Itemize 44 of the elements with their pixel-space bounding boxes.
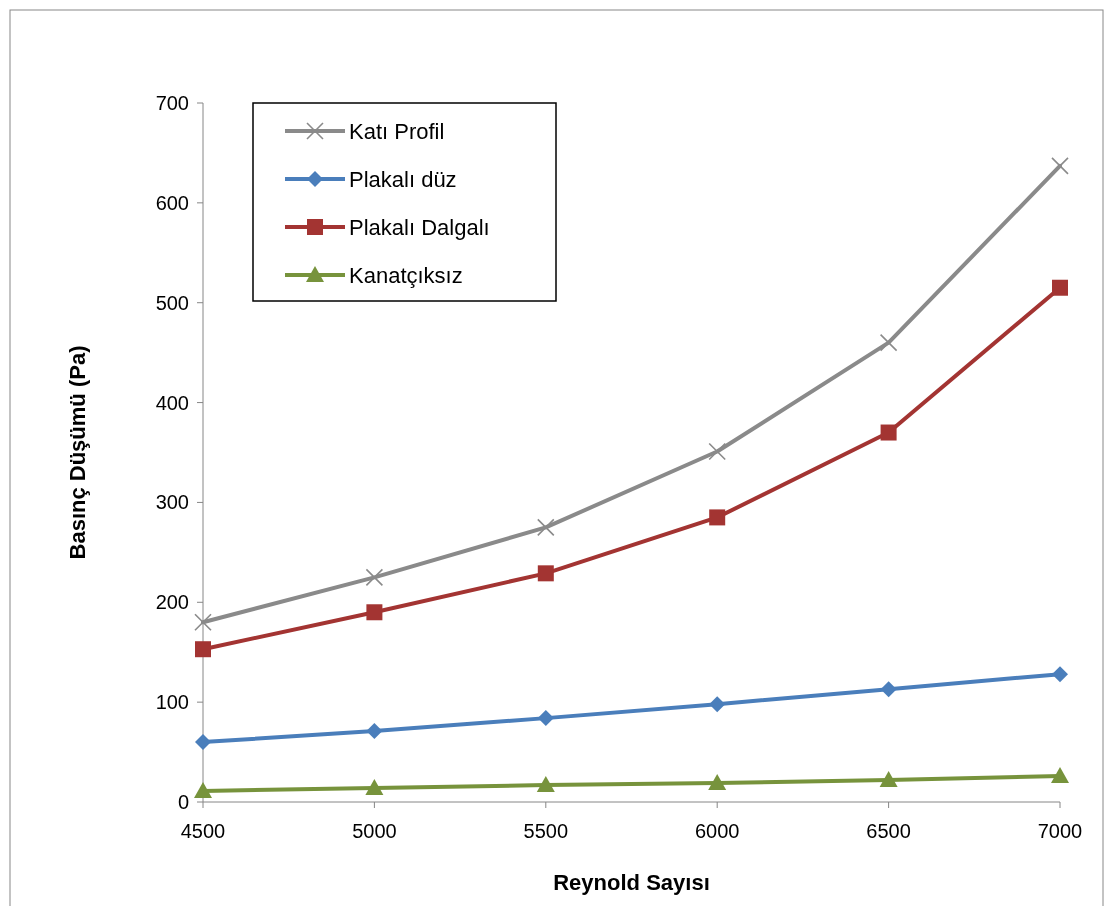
x-tick-label: 4500	[180, 820, 226, 842]
point	[1051, 767, 1069, 784]
point	[366, 723, 383, 740]
y-tick-label: 200	[155, 591, 189, 614]
y-tick-label: 700	[155, 92, 189, 114]
point	[1051, 157, 1069, 175]
legend-label: Plakalı Dalgalı	[349, 214, 490, 240]
y-tick-label: 600	[155, 191, 189, 214]
point	[195, 734, 211, 751]
y-tick-label: 400	[155, 391, 189, 414]
point	[537, 565, 554, 582]
point	[536, 776, 555, 793]
point	[194, 613, 212, 632]
point	[537, 710, 554, 727]
point	[1052, 279, 1068, 296]
point	[708, 774, 727, 791]
point	[879, 333, 898, 352]
y-tick-label: 300	[155, 491, 189, 514]
x-tick-label: 5500	[523, 820, 569, 842]
x-tick-label: 6000	[694, 820, 740, 842]
point	[195, 641, 211, 658]
legend-label: Katı Profil	[349, 118, 445, 144]
point	[880, 424, 897, 441]
point	[879, 771, 898, 788]
legend-label: Kanatçıksız	[349, 262, 463, 288]
x-tick-label: 6500	[866, 820, 911, 842]
y-tick-label: 0	[177, 791, 189, 813]
x-axis-title: Reynold Sayısı	[553, 870, 710, 895]
y-axis-title: Basınç Düşümü (Pa)	[65, 345, 90, 560]
legend-label: Plakalı düz	[349, 166, 457, 192]
point	[194, 782, 212, 799]
point	[1052, 666, 1068, 683]
y-tick-label: 500	[155, 291, 189, 314]
y-tick-label: 100	[155, 691, 189, 714]
point	[365, 568, 384, 587]
point	[880, 681, 897, 698]
point	[709, 696, 726, 713]
point	[537, 518, 555, 537]
x-tick-label: 7000	[1037, 820, 1083, 842]
point	[709, 509, 726, 526]
x-tick-label: 5000	[352, 820, 397, 842]
point	[366, 604, 383, 621]
point	[365, 779, 384, 796]
point	[708, 442, 726, 461]
